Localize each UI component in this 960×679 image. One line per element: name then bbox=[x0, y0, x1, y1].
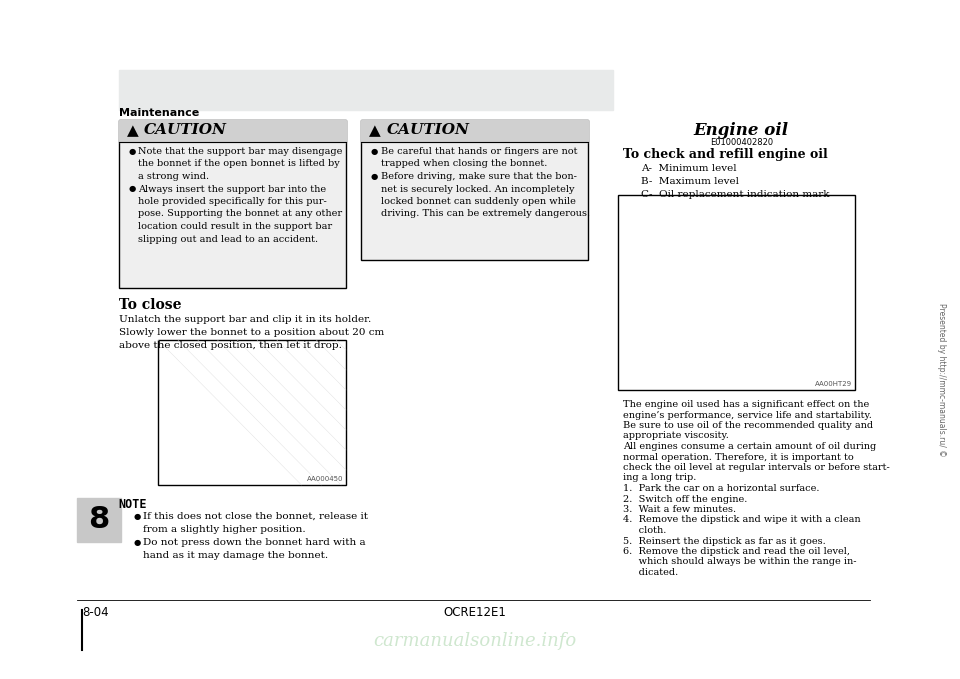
Text: 1.  Park the car on a horizontal surface.: 1. Park the car on a horizontal surface. bbox=[623, 484, 819, 493]
Text: AA000450: AA000450 bbox=[306, 476, 343, 482]
Text: E01000402820: E01000402820 bbox=[709, 138, 773, 147]
Text: appropriate viscosity.: appropriate viscosity. bbox=[623, 431, 729, 441]
Text: CAUTION: CAUTION bbox=[144, 123, 228, 137]
Text: Always insert the support bar into the: Always insert the support bar into the bbox=[138, 185, 326, 194]
Text: above the closed position, then let it drop.: above the closed position, then let it d… bbox=[119, 341, 342, 350]
Bar bbox=[119, 120, 346, 288]
Text: ●: ● bbox=[371, 147, 378, 156]
Text: engine’s performance, service life and startability.: engine’s performance, service life and s… bbox=[623, 411, 872, 420]
Text: The engine oil used has a significant effect on the: The engine oil used has a significant ef… bbox=[623, 400, 869, 409]
Text: ●: ● bbox=[371, 172, 378, 181]
Bar bbox=[77, 498, 121, 542]
Bar bbox=[158, 340, 346, 485]
Text: 5.  Reinsert the dipstick as far as it goes.: 5. Reinsert the dipstick as far as it go… bbox=[623, 536, 826, 545]
Text: normal operation. Therefore, it is important to: normal operation. Therefore, it is impor… bbox=[623, 452, 853, 462]
Bar bbox=[618, 195, 855, 390]
Text: ▲: ▲ bbox=[127, 123, 138, 138]
Text: Presented by http://mmc-manuals.ru/ ©: Presented by http://mmc-manuals.ru/ © bbox=[937, 303, 946, 457]
Text: trapped when closing the bonnet.: trapped when closing the bonnet. bbox=[380, 160, 547, 168]
Text: ing a long trip.: ing a long trip. bbox=[623, 473, 696, 483]
Bar bbox=[361, 120, 588, 142]
Text: a strong wind.: a strong wind. bbox=[138, 172, 209, 181]
Bar bbox=[119, 70, 612, 110]
Text: All engines consume a certain amount of oil during: All engines consume a certain amount of … bbox=[623, 442, 876, 451]
Text: dicated.: dicated. bbox=[623, 568, 678, 577]
Bar bbox=[361, 120, 588, 260]
Text: ●: ● bbox=[133, 538, 141, 547]
Text: Note that the support bar may disengage: Note that the support bar may disengage bbox=[138, 147, 343, 156]
Text: check the oil level at regular intervals or before start-: check the oil level at regular intervals… bbox=[623, 463, 890, 472]
Text: 8: 8 bbox=[88, 505, 109, 534]
Text: 8-04: 8-04 bbox=[82, 606, 108, 619]
Text: Be sure to use oil of the recommended quality and: Be sure to use oil of the recommended qu… bbox=[623, 421, 873, 430]
Text: Maintenance: Maintenance bbox=[119, 108, 199, 118]
Text: 3.  Wait a few minutes.: 3. Wait a few minutes. bbox=[623, 505, 736, 514]
Text: Be careful that hands or fingers are not: Be careful that hands or fingers are not bbox=[380, 147, 577, 156]
Text: locked bonnet can suddenly open while: locked bonnet can suddenly open while bbox=[380, 197, 575, 206]
Text: Unlatch the support bar and clip it in its holder.: Unlatch the support bar and clip it in i… bbox=[119, 315, 371, 324]
Text: hand as it may damage the bonnet.: hand as it may damage the bonnet. bbox=[143, 551, 328, 560]
Bar bbox=[119, 120, 346, 142]
Text: To check and refill engine oil: To check and refill engine oil bbox=[623, 148, 828, 161]
Text: Slowly lower the bonnet to a position about 20 cm: Slowly lower the bonnet to a position ab… bbox=[119, 328, 384, 337]
Text: A-  Minimum level: A- Minimum level bbox=[640, 164, 736, 173]
Text: 2.  Switch off the engine.: 2. Switch off the engine. bbox=[623, 494, 747, 504]
Text: ●: ● bbox=[129, 147, 135, 156]
Text: slipping out and lead to an accident.: slipping out and lead to an accident. bbox=[138, 234, 319, 244]
Text: NOTE: NOTE bbox=[119, 498, 147, 511]
Text: To close: To close bbox=[119, 298, 181, 312]
Text: hole provided specifically for this pur-: hole provided specifically for this pur- bbox=[138, 197, 327, 206]
Text: ▲: ▲ bbox=[369, 123, 380, 138]
Text: location could result in the support bar: location could result in the support bar bbox=[138, 222, 332, 231]
Text: 4.  Remove the dipstick and wipe it with a clean: 4. Remove the dipstick and wipe it with … bbox=[623, 515, 860, 524]
Text: CAUTION: CAUTION bbox=[387, 123, 469, 137]
Text: If this does not close the bonnet, release it: If this does not close the bonnet, relea… bbox=[143, 512, 369, 521]
Text: ●: ● bbox=[133, 512, 141, 521]
Text: the bonnet if the open bonnet is lifted by: the bonnet if the open bonnet is lifted … bbox=[138, 160, 340, 168]
Text: from a slightly higher position.: from a slightly higher position. bbox=[143, 525, 306, 534]
Text: cloth.: cloth. bbox=[623, 526, 666, 535]
Text: 6.  Remove the dipstick and read the oil level,: 6. Remove the dipstick and read the oil … bbox=[623, 547, 850, 556]
Text: ●: ● bbox=[129, 185, 135, 194]
Text: Do not press down the bonnet hard with a: Do not press down the bonnet hard with a bbox=[143, 538, 366, 547]
Text: B-  Maximum level: B- Maximum level bbox=[640, 177, 738, 186]
Text: AA00HT29: AA00HT29 bbox=[815, 381, 852, 387]
Text: pose. Supporting the bonnet at any other: pose. Supporting the bonnet at any other bbox=[138, 210, 343, 219]
Text: which should always be within the range in-: which should always be within the range … bbox=[623, 557, 856, 566]
Text: Before driving, make sure that the bon-: Before driving, make sure that the bon- bbox=[380, 172, 576, 181]
Text: carmanualsonline.info: carmanualsonline.info bbox=[372, 632, 576, 650]
Text: Engine oil: Engine oil bbox=[694, 122, 789, 139]
Text: C-  Oil replacement indication mark: C- Oil replacement indication mark bbox=[640, 190, 829, 199]
Text: net is securely locked. An incompletely: net is securely locked. An incompletely bbox=[380, 185, 574, 194]
Text: OCRE12E1: OCRE12E1 bbox=[444, 606, 506, 619]
Text: driving. This can be extremely dangerous.: driving. This can be extremely dangerous… bbox=[380, 210, 589, 219]
